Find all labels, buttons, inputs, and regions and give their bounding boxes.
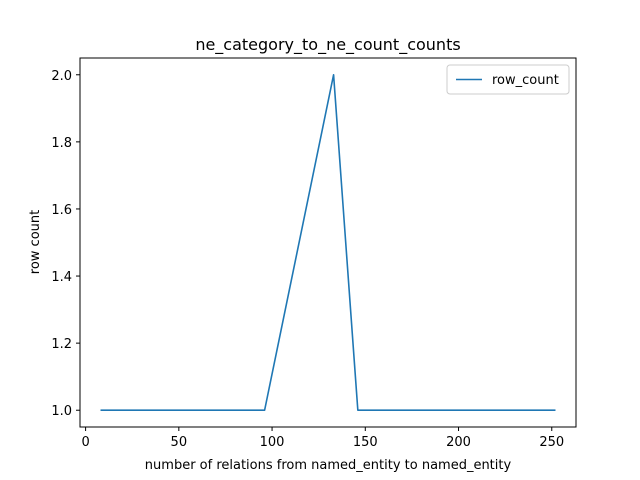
y-axis-label: row count (28, 210, 43, 274)
y-tick-label: 1.2 (51, 337, 72, 352)
x-tick-label: 200 (446, 435, 471, 450)
x-tick-label: 0 (81, 435, 89, 450)
y-tick-label: 1.0 (51, 404, 72, 419)
legend-box (446, 64, 570, 95)
y-tick-label: 1.8 (51, 136, 72, 151)
plot-area: 0 50 100 150 200 250 1.0 1.2 1.4 1.6 1.8 2.0 row_cou… (51, 57, 577, 450)
x-tick-label: 250 (539, 435, 564, 450)
x-tick-label: 100 (260, 435, 285, 450)
x-axis-label: number of relations from named_entity to… (145, 458, 512, 473)
y-tick-label: 1.6 (51, 203, 72, 218)
y-tick-label: 1.4 (51, 270, 72, 285)
x-tick-label: 50 (171, 435, 188, 450)
legend-label-row_count: row_count (492, 73, 559, 88)
y-tick-label: 2.0 (51, 69, 72, 84)
chart-title: ne_category_to_ne_count_counts (195, 35, 460, 55)
x-tick-label: 150 (353, 435, 378, 450)
axes-frame (79, 57, 577, 428)
series-line-row_count (100, 73, 556, 412)
